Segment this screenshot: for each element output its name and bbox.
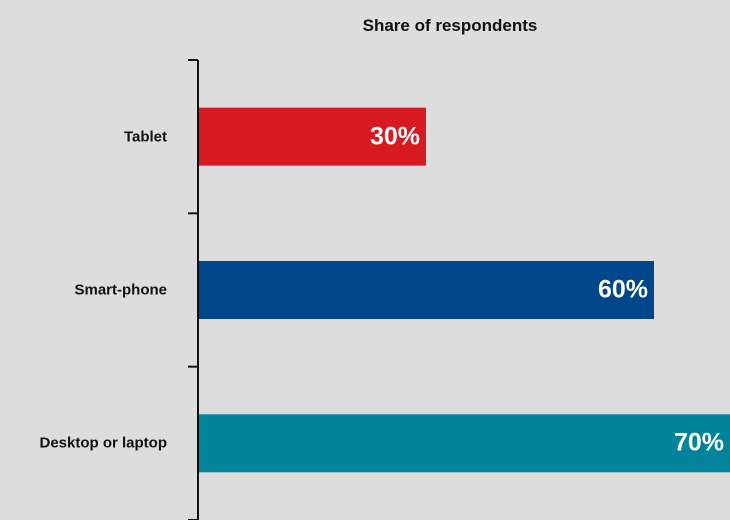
data-label: 70%	[673, 428, 724, 457]
category-label: Smart-phone	[74, 281, 167, 299]
category-label: Tablet	[123, 128, 167, 146]
category-label: Desktop or laptop	[39, 434, 167, 452]
bar-desktop-or-laptop	[199, 414, 730, 473]
data-label: 30%	[369, 122, 420, 151]
chart-title: Share of respondents	[362, 16, 538, 35]
bar-tablet	[199, 107, 426, 166]
data-label: 60%	[597, 275, 648, 304]
bar-smart-phone	[199, 261, 654, 319]
